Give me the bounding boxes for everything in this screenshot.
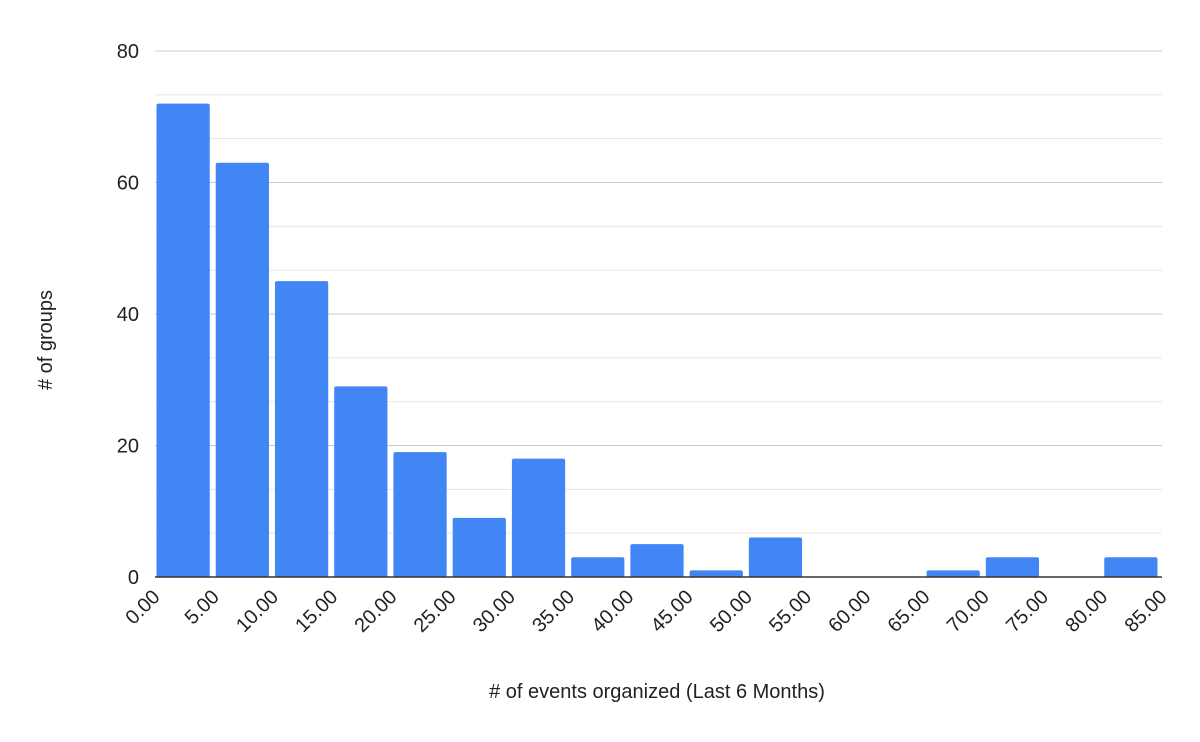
bar — [511, 458, 566, 577]
bar — [689, 570, 743, 577]
bar — [274, 281, 329, 577]
bar — [748, 537, 803, 577]
bar — [1104, 557, 1158, 577]
x-tick-label: 15.00 — [291, 586, 342, 637]
x-tick-label: 35.00 — [528, 586, 579, 637]
x-tick-label: 80.00 — [1061, 586, 1112, 637]
x-tick-label: 75.00 — [1002, 586, 1053, 637]
x-tick-label: 40.00 — [587, 586, 638, 637]
bar — [393, 452, 447, 577]
x-tick-label: 5.00 — [181, 586, 224, 629]
bar — [926, 570, 980, 577]
bar — [156, 103, 210, 577]
x-tick-label: 30.00 — [469, 586, 520, 637]
x-tick-label: 25.00 — [410, 586, 461, 637]
x-tick-label: 55.00 — [765, 586, 816, 637]
x-tick-label: 60.00 — [824, 586, 875, 637]
x-tick-label: 45.00 — [647, 586, 698, 637]
bar — [571, 557, 625, 577]
x-tick-label: 20.00 — [351, 586, 402, 637]
x-tick-label: 65.00 — [884, 586, 935, 637]
x-tick-label: 0.00 — [121, 586, 164, 629]
bar — [630, 544, 684, 577]
x-tick-label: 50.00 — [706, 586, 757, 637]
x-axis-title: # of events organized (Last 6 Months) — [489, 681, 825, 703]
bar — [985, 557, 1040, 577]
x-tick-label: 10.00 — [232, 586, 283, 637]
x-tick-label: 85.00 — [1121, 586, 1172, 637]
y-tick-label: 80 — [117, 41, 139, 63]
x-tick-label: 70.00 — [943, 586, 994, 637]
y-tick-label: 0 — [128, 567, 139, 589]
bar — [215, 162, 269, 577]
y-axis-title: # of groups — [35, 290, 57, 390]
y-tick-label: 40 — [117, 304, 139, 326]
y-tick-label: 20 — [117, 436, 139, 458]
y-tick-label: 60 — [117, 173, 139, 195]
bar — [452, 517, 506, 577]
bar — [334, 386, 388, 577]
